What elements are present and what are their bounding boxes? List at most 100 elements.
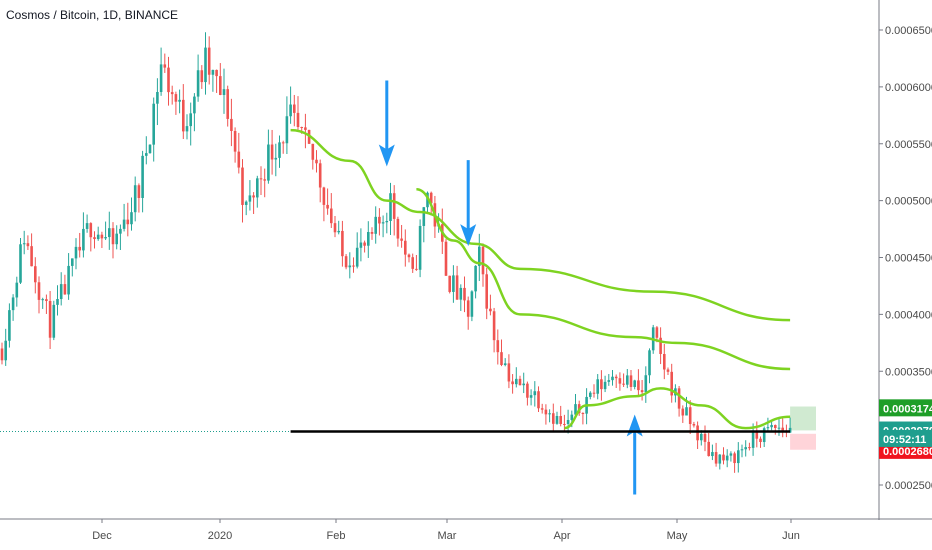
- candle: [22, 230, 26, 255]
- candle: [67, 253, 70, 300]
- candle: [766, 417, 770, 433]
- candle: [330, 193, 333, 228]
- candle: [729, 451, 733, 462]
- candle: [167, 56, 170, 106]
- candle: [600, 370, 603, 401]
- candle: [85, 214, 89, 233]
- candle: [315, 150, 318, 173]
- arrow-up-icon: [626, 414, 643, 495]
- candle: [444, 239, 448, 277]
- candle: [285, 96, 289, 155]
- candle: [0, 342, 4, 365]
- candle: [322, 186, 326, 222]
- candle: [666, 367, 670, 376]
- candle: [385, 212, 389, 234]
- candle: [755, 421, 759, 448]
- candle: [219, 63, 222, 96]
- candle: [200, 65, 204, 89]
- candle: [104, 221, 107, 241]
- candle: [733, 451, 736, 473]
- candle: [59, 272, 63, 306]
- candle: [241, 159, 244, 223]
- x-tick-label: Apr: [553, 530, 570, 542]
- candle: [622, 373, 625, 387]
- candle: [400, 224, 403, 248]
- candle: [470, 290, 474, 322]
- candle: [256, 175, 259, 208]
- moving-average-line: [416, 188, 791, 371]
- candle: [552, 403, 555, 433]
- candle: [196, 54, 200, 102]
- candle: [659, 327, 662, 365]
- candle: [126, 202, 130, 237]
- candle: [626, 368, 629, 389]
- candle: [681, 405, 685, 423]
- candle: [540, 403, 544, 414]
- candle: [163, 53, 167, 73]
- candle: [170, 85, 174, 105]
- candle: [230, 98, 233, 147]
- candle: [392, 185, 396, 236]
- candle: [52, 300, 56, 341]
- candle: [130, 197, 133, 231]
- candle: [367, 221, 370, 258]
- candle: [670, 363, 673, 403]
- candle: [145, 136, 148, 165]
- candle: [696, 421, 699, 449]
- candle: [707, 432, 710, 457]
- candle: [396, 216, 400, 247]
- y-tick-label: 0.0004000: [885, 309, 932, 321]
- candle: [448, 275, 451, 294]
- candle: [178, 89, 181, 114]
- candle: [19, 238, 22, 285]
- candle: [226, 85, 229, 127]
- moving-averages: [290, 128, 791, 430]
- candle: [633, 379, 636, 390]
- candle: [159, 47, 163, 96]
- candle: [326, 188, 329, 215]
- candle: [777, 418, 781, 436]
- candle: [415, 254, 418, 271]
- candle: [337, 220, 340, 235]
- candle: [78, 232, 81, 258]
- price-tag-label: 0.0003174: [883, 403, 932, 415]
- candle: [648, 348, 651, 384]
- candle: [611, 370, 614, 386]
- candle: [452, 265, 455, 303]
- candle: [537, 386, 540, 413]
- candle: [204, 32, 207, 95]
- candle: [137, 183, 141, 213]
- candle: [489, 294, 492, 316]
- candle: [215, 69, 218, 93]
- candle: [100, 231, 104, 249]
- candle: [544, 404, 548, 425]
- candle: [663, 343, 666, 380]
- candle: [644, 366, 648, 403]
- x-tick-label: 2020: [208, 530, 232, 542]
- candle: [222, 68, 226, 114]
- candle: [725, 449, 729, 468]
- candle: [722, 447, 725, 465]
- candle: [289, 86, 292, 124]
- candle: [522, 372, 525, 394]
- candle: [185, 114, 189, 140]
- candle: [141, 150, 144, 213]
- candle: [45, 294, 48, 314]
- time-axis[interactable]: Dec 2020 Feb Mar Apr May Jun: [92, 519, 800, 542]
- candle: [293, 94, 296, 127]
- candle: [270, 129, 274, 175]
- candle: [548, 409, 551, 423]
- candle: [278, 135, 281, 168]
- candle: [4, 328, 7, 366]
- candle: [592, 384, 596, 398]
- moving-average-line: [290, 128, 791, 322]
- candle: [640, 379, 644, 401]
- x-tick-label: Dec: [92, 530, 112, 542]
- candle: [381, 215, 385, 238]
- candle: [189, 102, 192, 146]
- candle: [500, 339, 503, 367]
- candle: [389, 182, 392, 235]
- candle: [296, 96, 300, 130]
- candle: [207, 36, 211, 85]
